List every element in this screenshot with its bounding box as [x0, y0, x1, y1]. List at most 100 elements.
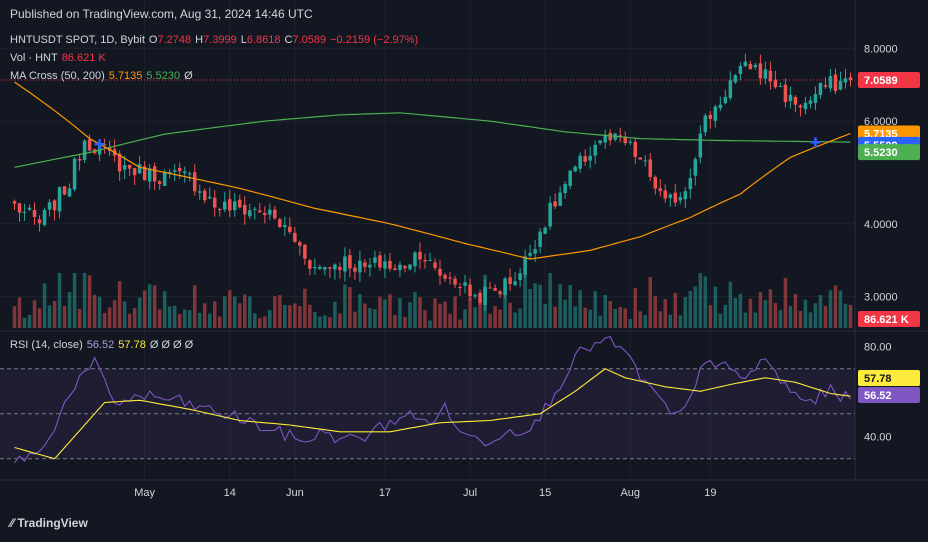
candle-body — [127, 164, 132, 169]
candle-body — [348, 255, 352, 269]
candle-body — [122, 165, 127, 170]
candle-body — [603, 134, 607, 143]
symbol-name[interactable]: HNTUSDT SPOT, 1D, Bybit — [10, 34, 145, 46]
candle-body — [453, 278, 457, 285]
time-tick-label: May — [134, 487, 155, 499]
volume-bar — [87, 275, 92, 328]
candle-body — [162, 171, 167, 186]
volume-bar — [728, 281, 733, 328]
candle-body — [388, 260, 392, 269]
volume-bar — [253, 313, 257, 328]
volume-bar — [603, 294, 607, 328]
ma-cross-marker — [94, 139, 105, 150]
candle-body — [217, 209, 222, 211]
volume-bar — [403, 316, 407, 328]
candle-body — [638, 157, 642, 160]
volume-bar — [212, 301, 217, 328]
candle-body — [723, 96, 728, 104]
volume-bar — [258, 317, 262, 328]
published-header: Published on TradingView.com, Aug 31, 20… — [10, 7, 313, 21]
volume-bars — [12, 273, 853, 328]
volume-bar — [182, 309, 187, 328]
time-tick-label: 19 — [704, 487, 716, 499]
volume-bar — [172, 305, 177, 328]
volume-bar — [833, 285, 838, 328]
volume-bar — [493, 306, 497, 328]
rsi-label[interactable]: RSI (14, close) — [10, 339, 83, 351]
candle-body — [678, 197, 683, 201]
candle-body — [413, 252, 417, 267]
volume-bar — [313, 312, 317, 328]
candle-body — [142, 166, 147, 181]
candle-body — [623, 136, 627, 144]
volume-bar — [233, 296, 237, 328]
volume-bar — [573, 306, 577, 328]
volume-bar — [32, 300, 37, 328]
ma-label[interactable]: MA Cross (50, 200) — [10, 70, 105, 82]
volume-bar — [753, 312, 758, 328]
candle-body — [643, 160, 648, 162]
candle-body — [398, 264, 402, 271]
candle-body — [758, 63, 763, 79]
volume-bar — [423, 310, 427, 328]
volume-bar — [393, 315, 397, 328]
candle-body — [573, 166, 577, 172]
candle-body — [278, 219, 282, 228]
candle-body — [778, 86, 783, 88]
time-tick-label: 14 — [224, 487, 236, 499]
price-tag: 7.0589 — [864, 75, 898, 87]
volume-bar — [773, 303, 778, 328]
volume-bar — [458, 319, 462, 328]
rsi-ma-tag-bg — [858, 370, 920, 386]
candle-body — [463, 282, 467, 286]
low-value: 6.8618 — [246, 34, 281, 46]
volume-bar — [228, 290, 232, 328]
open-value: 7.2748 — [157, 34, 192, 46]
volume-label[interactable]: Vol · HNT — [10, 52, 58, 64]
volume-bar — [142, 290, 147, 328]
volume-bar — [823, 305, 828, 328]
candle-body — [177, 167, 182, 172]
tradingview-logo[interactable]: ⁄⁄ TradingView — [10, 516, 88, 530]
volume-bar — [553, 306, 557, 328]
volume-bar — [328, 317, 332, 328]
volume-bar — [47, 305, 52, 328]
candle-body — [693, 159, 698, 176]
candle-body — [323, 266, 327, 270]
candle-body — [513, 281, 517, 285]
volume-bar — [663, 299, 668, 328]
volume-bar — [243, 294, 247, 328]
rsi-tick-label: 80.00 — [864, 341, 892, 353]
volume-bar — [598, 315, 602, 328]
candle-body — [583, 156, 587, 162]
candle-body — [598, 140, 602, 144]
price-tick-label: 6.0000 — [864, 116, 898, 128]
candle-body — [828, 76, 833, 89]
volume-bar — [628, 319, 632, 328]
volume-bar — [137, 297, 142, 328]
candle-body — [498, 291, 502, 295]
volume-bar — [608, 301, 612, 328]
volume-bar — [67, 292, 72, 328]
candle-body — [523, 256, 527, 275]
volume-bar — [37, 308, 42, 328]
candle-body — [408, 264, 412, 270]
candle-body — [37, 219, 42, 224]
candle-body — [783, 84, 788, 103]
volume-bar — [97, 296, 102, 328]
candle-body — [733, 75, 738, 83]
candle-body — [57, 187, 62, 212]
candle-body — [27, 207, 32, 210]
candle-body — [808, 100, 813, 104]
volume-bar — [248, 296, 252, 328]
volume-bar — [798, 310, 803, 328]
candle-body — [588, 155, 592, 161]
volume-bar — [52, 301, 57, 328]
volume-bar — [533, 283, 537, 328]
candle-body — [443, 274, 447, 279]
volume-bar — [278, 295, 282, 328]
volume-bar — [167, 306, 172, 328]
candle-body — [528, 252, 532, 256]
candle-body — [688, 177, 693, 190]
candle-body — [798, 105, 803, 108]
